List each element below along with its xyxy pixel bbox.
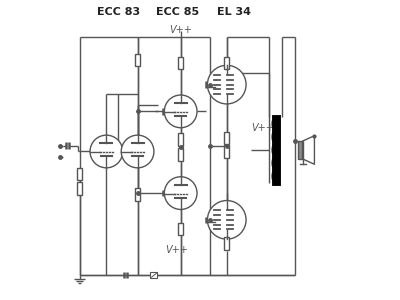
Bar (135, 188, 140, 201)
Bar (298, 141, 302, 159)
Text: EL 34: EL 34 (217, 7, 251, 17)
Bar (178, 134, 183, 146)
Bar (77, 167, 82, 180)
Bar (178, 57, 183, 70)
Circle shape (164, 177, 197, 209)
Circle shape (208, 65, 246, 104)
Text: ECC 83: ECC 83 (97, 7, 140, 17)
Bar (178, 223, 183, 235)
Circle shape (208, 200, 246, 239)
Bar (224, 237, 229, 250)
Text: V++: V++ (169, 25, 192, 34)
Bar (150, 272, 158, 278)
Text: V++: V++ (165, 244, 188, 254)
Bar (224, 57, 229, 70)
Bar (178, 148, 183, 161)
Text: ECC 85: ECC 85 (156, 7, 199, 17)
Circle shape (164, 95, 197, 128)
Bar (224, 145, 229, 158)
Circle shape (121, 135, 154, 168)
Text: V++: V++ (251, 123, 274, 133)
Polygon shape (302, 136, 314, 164)
Bar (224, 132, 229, 144)
Bar (135, 54, 140, 67)
Bar (77, 182, 82, 195)
Circle shape (90, 135, 123, 168)
